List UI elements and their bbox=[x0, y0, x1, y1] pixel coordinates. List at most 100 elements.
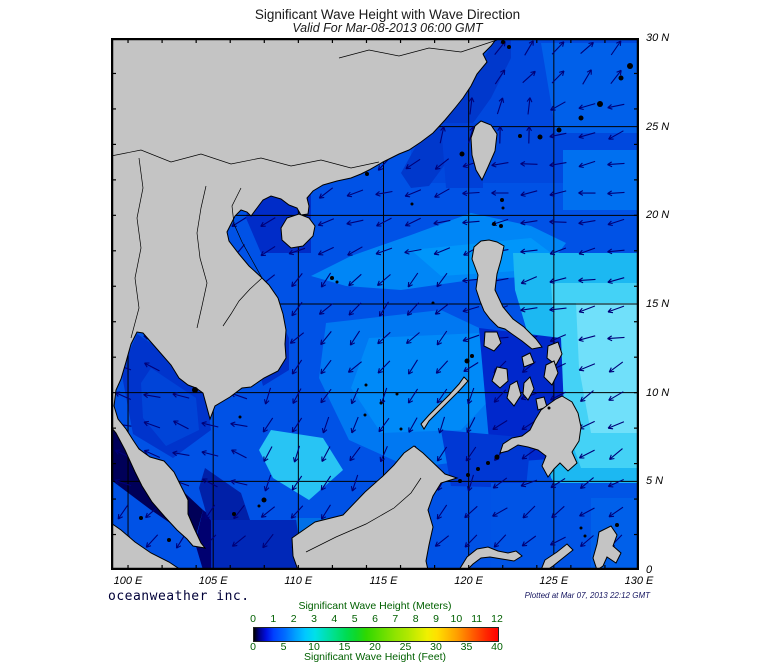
wave-arrow bbox=[465, 446, 477, 462]
small-island-dot bbox=[518, 134, 522, 138]
x-axis-label: 125 E bbox=[539, 575, 569, 587]
wave-arrow bbox=[320, 359, 332, 375]
wave-arrow bbox=[291, 475, 303, 491]
wave-arrow bbox=[290, 505, 304, 519]
mindanao-island bbox=[499, 395, 582, 478]
sumatra-island bbox=[111, 522, 182, 570]
wave-arrow bbox=[347, 361, 362, 373]
wave-arrow bbox=[578, 363, 596, 372]
colorbar-feet-tick: 15 bbox=[338, 641, 351, 653]
x-axis-label: 115 E bbox=[369, 575, 398, 587]
colorbar-meters-tick: 5 bbox=[351, 613, 358, 625]
ocean-shade-region bbox=[351, 333, 496, 433]
small-island-dot bbox=[458, 479, 462, 483]
small-island-dot bbox=[238, 415, 242, 419]
wave-arrow bbox=[437, 416, 446, 434]
y-axis-label: 25 N bbox=[646, 120, 670, 133]
colorbar-meters-tick: 8 bbox=[412, 613, 419, 625]
page-title: Significant Wave Height with Wave Direct… bbox=[254, 7, 521, 22]
wave-arrow bbox=[464, 505, 478, 519]
small-island-dot bbox=[615, 523, 619, 527]
colorbar-meters-tick: 1 bbox=[270, 613, 277, 625]
wave-arrow bbox=[524, 40, 534, 56]
taiwan-island bbox=[470, 120, 498, 182]
wave-arrow bbox=[346, 219, 364, 226]
wave-arrow bbox=[292, 388, 302, 404]
wave-arrow bbox=[608, 448, 623, 460]
small-island-dot bbox=[579, 526, 583, 530]
wave-arrow bbox=[610, 40, 622, 56]
wave-arrow bbox=[607, 277, 625, 284]
x-axis-label: 130 E bbox=[624, 575, 654, 587]
wave-arrow bbox=[350, 474, 359, 492]
wave-arrow bbox=[607, 161, 625, 168]
wave-arrow bbox=[578, 247, 596, 256]
wave-arrow bbox=[405, 158, 421, 170]
wave-arrow bbox=[549, 161, 567, 168]
colorbar-meters-tick: 6 bbox=[372, 613, 378, 625]
colorbar-feet-tick: 30 bbox=[430, 641, 442, 653]
wave-arrow bbox=[549, 219, 567, 225]
wave-arrow bbox=[436, 272, 448, 288]
wave-arrow bbox=[520, 219, 538, 226]
ocean-shade-region bbox=[259, 430, 343, 500]
wave-arrow bbox=[520, 248, 538, 255]
wave-arrow bbox=[263, 474, 272, 492]
small-island-dot bbox=[232, 512, 236, 516]
country-border-line bbox=[196, 185, 208, 329]
ocean-shade-region bbox=[541, 43, 639, 133]
wave-arrow bbox=[466, 387, 475, 405]
wave-arrow bbox=[318, 303, 333, 315]
wave-arrow bbox=[292, 445, 301, 463]
country-border-line bbox=[111, 149, 380, 169]
halmahera-island bbox=[592, 525, 622, 570]
wave-arrow bbox=[462, 306, 480, 314]
wave-arrow bbox=[404, 217, 421, 227]
wave-arrow bbox=[466, 474, 475, 492]
y-axis-label: 0 bbox=[646, 563, 653, 576]
wave-arrow bbox=[579, 390, 594, 402]
wave-arrow bbox=[291, 417, 303, 433]
cebu-island bbox=[522, 376, 535, 401]
small-island-dot bbox=[578, 115, 584, 121]
small-island-dot bbox=[597, 101, 603, 107]
wave-arrow bbox=[578, 103, 596, 111]
wave-arrow bbox=[231, 535, 246, 547]
land-masses bbox=[111, 38, 633, 570]
wave-arrow bbox=[607, 248, 625, 255]
leyte-island bbox=[543, 360, 559, 386]
small-island-dot bbox=[486, 461, 490, 465]
colorbar-feet-tick: 0 bbox=[250, 641, 256, 653]
wave-arrow bbox=[464, 534, 478, 548]
wave-arrow bbox=[493, 534, 507, 548]
wave-arrow bbox=[321, 446, 331, 462]
masbate-island bbox=[521, 352, 535, 368]
small-island-dot bbox=[583, 534, 587, 538]
small-island-dot bbox=[627, 63, 633, 69]
samar-island bbox=[546, 341, 563, 366]
wave-arrow bbox=[607, 218, 625, 227]
x-axis-label: 100 E bbox=[113, 575, 143, 587]
ocean-shade-region bbox=[563, 150, 639, 210]
palawan-island bbox=[420, 376, 469, 430]
wave-arrow bbox=[521, 448, 537, 460]
wave-arrow bbox=[346, 189, 364, 198]
wave-arrow bbox=[608, 391, 624, 401]
x-axis-label: 110 E bbox=[284, 575, 313, 587]
small-island-dot bbox=[464, 358, 470, 364]
wave-arrow bbox=[579, 507, 595, 517]
wave-arrow bbox=[262, 533, 274, 549]
wave-arrow bbox=[549, 277, 567, 284]
small-island-dot bbox=[330, 276, 334, 280]
wave-arrow bbox=[607, 335, 625, 342]
country-border-line bbox=[222, 187, 263, 327]
wave-arrow bbox=[320, 331, 332, 346]
wave-arrow bbox=[172, 392, 190, 399]
map-border bbox=[111, 38, 639, 570]
small-island-dot bbox=[501, 206, 505, 210]
oceanweather-brand: oceanweather inc. bbox=[108, 589, 250, 604]
wave-arrow bbox=[578, 219, 596, 226]
map-plot-area bbox=[111, 38, 639, 570]
luzon-island bbox=[471, 239, 543, 350]
wave-arrow bbox=[230, 421, 248, 428]
